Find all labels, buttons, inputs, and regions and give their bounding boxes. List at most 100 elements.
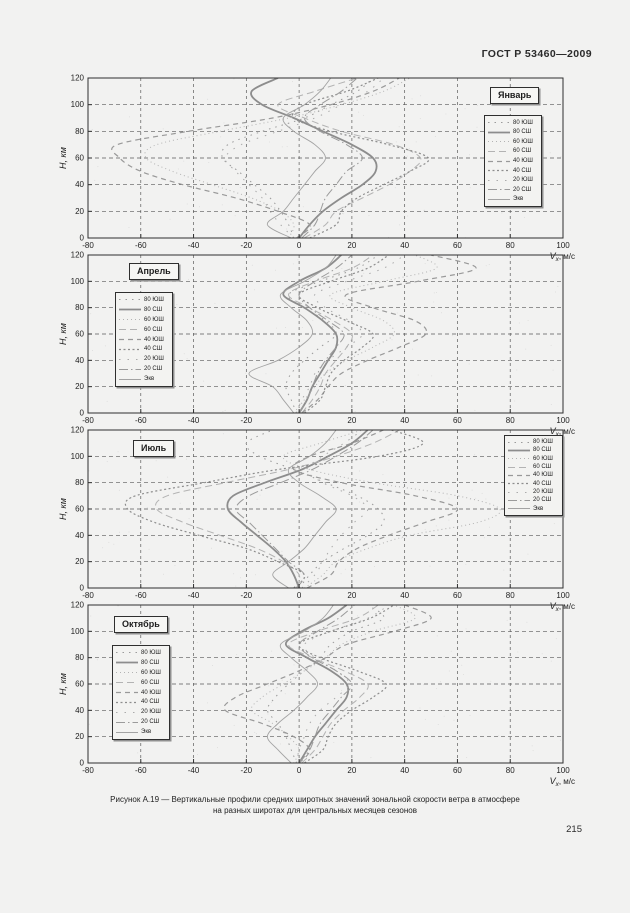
series-40 ЮШ (301, 255, 477, 413)
series-20 СШ (298, 605, 355, 763)
legend-line-sample (119, 348, 141, 350)
chart-july: -80 -60 -40 -20 0 20 40 60 80 100 0 20 40 60 80 100 120 H… (58, 426, 575, 614)
page-number: 215 (566, 824, 582, 835)
svg-text:20: 20 (347, 591, 356, 600)
legend-label: 60 СШ (144, 326, 163, 333)
x-axis-label: Vx, м/с (550, 776, 575, 788)
document-code: ГОСТ Р 53460—2009 (481, 48, 592, 60)
svg-text:-40: -40 (188, 416, 200, 425)
series-20 ЮШ (224, 78, 384, 238)
svg-text:100: 100 (71, 627, 85, 636)
svg-text:100: 100 (71, 277, 85, 286)
legend-line-sample (119, 338, 141, 341)
legend-label: 40 СШ (141, 699, 160, 706)
legend-label: 20 ЮШ (513, 177, 533, 184)
series-40 СШ (291, 78, 430, 238)
svg-text:20: 20 (75, 207, 84, 216)
svg-text:-80: -80 (82, 766, 94, 775)
svg-text:-80: -80 (82, 591, 94, 600)
legend-item: 20 ЮШ (508, 488, 559, 496)
legend-item: 80 ЮШ (508, 438, 559, 446)
legend-label: 60 ЮШ (533, 455, 553, 462)
series-Экв (266, 605, 334, 763)
legend-label: 60 ЮШ (513, 138, 533, 145)
series-40 ЮШ (223, 605, 432, 763)
svg-text:-60: -60 (135, 416, 147, 425)
legend-line-sample (508, 491, 530, 493)
legend-item: 40 СШ (488, 166, 538, 176)
legend-label: 60 СШ (513, 148, 532, 155)
svg-text:120: 120 (71, 74, 85, 83)
legend-line-sample (488, 131, 510, 134)
legend-label: 40 ЮШ (144, 336, 164, 343)
legend-label: 60 СШ (533, 464, 552, 471)
svg-text:40: 40 (400, 241, 409, 250)
legend-label: 20 СШ (513, 186, 532, 193)
svg-text:-60: -60 (135, 591, 147, 600)
legend-line-sample (119, 308, 141, 311)
legend-label: 60 ЮШ (144, 316, 164, 323)
tick-labels: -80 -60 -40 -20 0 20 40 60 80 100 0 20 40 60 80 100 120 (71, 601, 571, 776)
legend-line-sample (488, 150, 510, 152)
legend-october: 80 ЮШ 80 СШ 60 ЮШ 60 СШ 40 ЮШ 40 СШ 20 ЮШ 20 СШ… (112, 645, 170, 740)
svg-text:-40: -40 (188, 766, 200, 775)
grid (88, 430, 563, 588)
legend-line-sample (508, 441, 530, 443)
legend-item: 80 СШ (488, 128, 538, 138)
series-80 СШ (226, 430, 369, 588)
legend-label: 80 ЮШ (144, 296, 164, 303)
legend-label: 20 СШ (141, 719, 160, 726)
svg-text:80: 80 (75, 478, 84, 487)
svg-text:40: 40 (75, 706, 84, 715)
svg-text:80: 80 (75, 127, 84, 136)
legend-item: 20 ЮШ (116, 707, 166, 717)
series-60 ЮШ (250, 605, 416, 763)
series-60 СШ (155, 430, 400, 588)
svg-text:40: 40 (400, 591, 409, 600)
x-axis-label: Vx, м/с (550, 426, 575, 438)
svg-text:100: 100 (556, 591, 570, 600)
legend-item: 80 ЮШ (119, 295, 169, 305)
series-40 СШ (124, 430, 424, 588)
chart-title-july: Июль (133, 440, 175, 457)
legend-line-sample (508, 483, 530, 485)
series-curves (124, 430, 501, 588)
legend-line-sample (116, 701, 138, 703)
axes (87, 604, 564, 764)
legend-line-sample (508, 499, 530, 501)
legend-label: 20 ЮШ (141, 709, 161, 716)
legend-item: 40 ЮШ (488, 156, 538, 166)
tick-labels: -80 -60 -40 -20 0 20 40 60 80 100 0 20 40 60 80 100 120 (71, 251, 571, 426)
svg-text:80: 80 (506, 241, 515, 250)
legend-line-sample (119, 319, 141, 321)
series-80 СШ (285, 605, 350, 763)
legend-line-sample (119, 378, 141, 380)
series-curves (111, 78, 430, 238)
svg-text:-20: -20 (241, 591, 253, 600)
legend-label: Экв (533, 505, 544, 512)
svg-text:20: 20 (347, 416, 356, 425)
legend-item: 60 СШ (508, 463, 559, 471)
y-axis-label: H, км (58, 323, 68, 345)
legend-item: 80 СШ (116, 658, 166, 668)
chart-title-april: Апрель (129, 263, 179, 280)
axes (87, 254, 564, 414)
legend-item: 20 СШ (488, 185, 538, 195)
series-Экв (248, 255, 337, 413)
legend-line-sample (119, 299, 141, 301)
legend-line-sample (508, 458, 530, 460)
svg-text:100: 100 (71, 452, 85, 461)
series-60 ЮШ (293, 255, 438, 413)
svg-text:60: 60 (75, 505, 84, 514)
svg-text:60: 60 (75, 154, 84, 163)
series-80 ЮШ (245, 430, 385, 588)
y-axis-label: H, км (58, 498, 68, 520)
svg-text:120: 120 (71, 601, 85, 610)
legend-label: Экв (141, 729, 152, 736)
legend-item: 60 СШ (488, 147, 538, 157)
svg-text:-40: -40 (188, 241, 200, 250)
svg-text:60: 60 (453, 241, 462, 250)
series-40 ЮШ (291, 430, 458, 588)
svg-text:60: 60 (453, 591, 462, 600)
